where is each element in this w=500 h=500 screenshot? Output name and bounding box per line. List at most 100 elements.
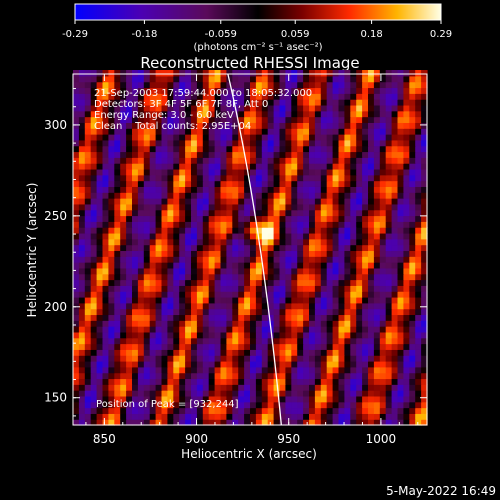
heatmap-cell <box>338 308 345 316</box>
heatmap-cell <box>368 186 375 193</box>
heatmap-cell <box>267 192 275 199</box>
heatmap-cell <box>161 291 168 298</box>
heatmap-cell <box>114 390 121 397</box>
heatmap-cell <box>303 110 310 118</box>
heatmap-cell <box>385 395 393 403</box>
heatmap-cell <box>385 128 393 135</box>
heatmap-cell <box>303 366 310 374</box>
heatmap-cell <box>196 384 204 391</box>
heatmap-cell <box>320 296 328 304</box>
heatmap-cell <box>320 75 328 83</box>
heatmap-cell <box>350 413 357 420</box>
heatmap-cell <box>297 215 304 222</box>
heatmap-cell <box>202 157 210 164</box>
heatmap-cell <box>291 244 298 252</box>
heatmap-cell <box>297 221 304 228</box>
heatmap-cell <box>137 355 145 362</box>
heatmap-cell <box>167 360 174 368</box>
heatmap-cell <box>297 308 304 316</box>
heatmap-cell <box>397 407 404 414</box>
heatmap-cell <box>391 238 399 246</box>
heatmap-cell <box>196 75 204 83</box>
heatmap-cell <box>179 419 186 426</box>
heatmap-cell <box>143 93 151 100</box>
heatmap-cell <box>350 390 357 397</box>
heatmap-cell <box>285 326 292 333</box>
heatmap-cell <box>191 75 198 83</box>
heatmap-cell <box>415 163 422 170</box>
heatmap-cell <box>368 192 375 199</box>
heatmap-cell <box>403 116 410 123</box>
heatmap-cell <box>421 203 428 211</box>
heatmap-cell <box>373 87 381 94</box>
heatmap-cell <box>132 163 139 170</box>
heatmap-cell <box>421 134 428 141</box>
heatmap-cell <box>332 145 340 153</box>
heatmap-cell <box>238 174 245 182</box>
heatmap-cell <box>232 302 239 310</box>
heatmap-cell <box>368 250 375 257</box>
heatmap-cell <box>421 401 428 409</box>
heatmap-cell <box>379 151 387 158</box>
heatmap-cell <box>285 262 292 269</box>
heatmap-cell <box>167 174 174 182</box>
heatmap-cell <box>220 267 227 275</box>
heatmap-cell <box>303 256 310 263</box>
heatmap-cell <box>214 87 222 94</box>
heatmap-cell <box>326 174 334 182</box>
heatmap-cell <box>385 401 393 409</box>
heatmap-cell <box>362 407 369 414</box>
heatmap-cell <box>397 419 404 426</box>
heatmap-cell <box>309 372 316 380</box>
heatmap-cell <box>314 186 322 193</box>
heatmap-cell <box>326 93 334 100</box>
heatmap-cell <box>244 256 251 263</box>
heatmap-cell <box>368 75 375 83</box>
heatmap-cell <box>149 215 157 222</box>
heatmap-cell <box>421 326 428 333</box>
heatmap-cell <box>261 419 269 426</box>
heatmap-cell <box>167 256 174 263</box>
heatmap-cell <box>73 326 80 333</box>
heatmap-cell <box>232 192 239 199</box>
heatmap-cell <box>391 360 399 368</box>
heatmap-cell <box>196 81 204 89</box>
heatmap-cell <box>385 116 393 123</box>
heatmap-cell <box>250 291 257 298</box>
heatmap-cell <box>143 285 151 292</box>
heatmap-cell <box>261 215 269 222</box>
heatmap-cell <box>332 267 340 275</box>
heatmap-cell <box>297 203 304 211</box>
heatmap-cell <box>179 360 186 368</box>
heatmap-cell <box>250 104 257 112</box>
heatmap-cell <box>238 116 245 123</box>
heatmap-cell <box>132 122 139 129</box>
heatmap-cell <box>78 198 86 205</box>
heatmap-cell <box>96 360 104 368</box>
heatmap-cell <box>250 343 257 350</box>
heatmap-cell <box>403 366 410 374</box>
heatmap-cell <box>202 419 210 426</box>
heatmap-cell <box>185 163 192 170</box>
heatmap-cell <box>421 343 428 350</box>
heatmap-cell <box>196 174 204 182</box>
heatmap-cell <box>356 215 363 222</box>
heatmap-cell <box>155 285 163 292</box>
heatmap-cell <box>385 326 393 333</box>
heatmap-cell <box>314 360 322 368</box>
heatmap-cell <box>350 139 357 147</box>
heatmap-cell <box>214 70 222 77</box>
heatmap-cell <box>196 337 204 345</box>
heatmap-cell <box>309 151 316 158</box>
heatmap-cell <box>102 215 109 222</box>
heatmap-cell <box>90 87 98 94</box>
heatmap-cell <box>191 308 198 316</box>
heatmap-cell <box>220 163 227 170</box>
heatmap-cell <box>255 372 263 380</box>
heatmap-cell <box>167 116 174 123</box>
heatmap-cell <box>332 395 340 403</box>
heatmap-cell <box>143 337 151 345</box>
heatmap-cell <box>137 314 145 321</box>
heatmap-cell <box>362 337 369 345</box>
heatmap-cell <box>132 215 139 222</box>
